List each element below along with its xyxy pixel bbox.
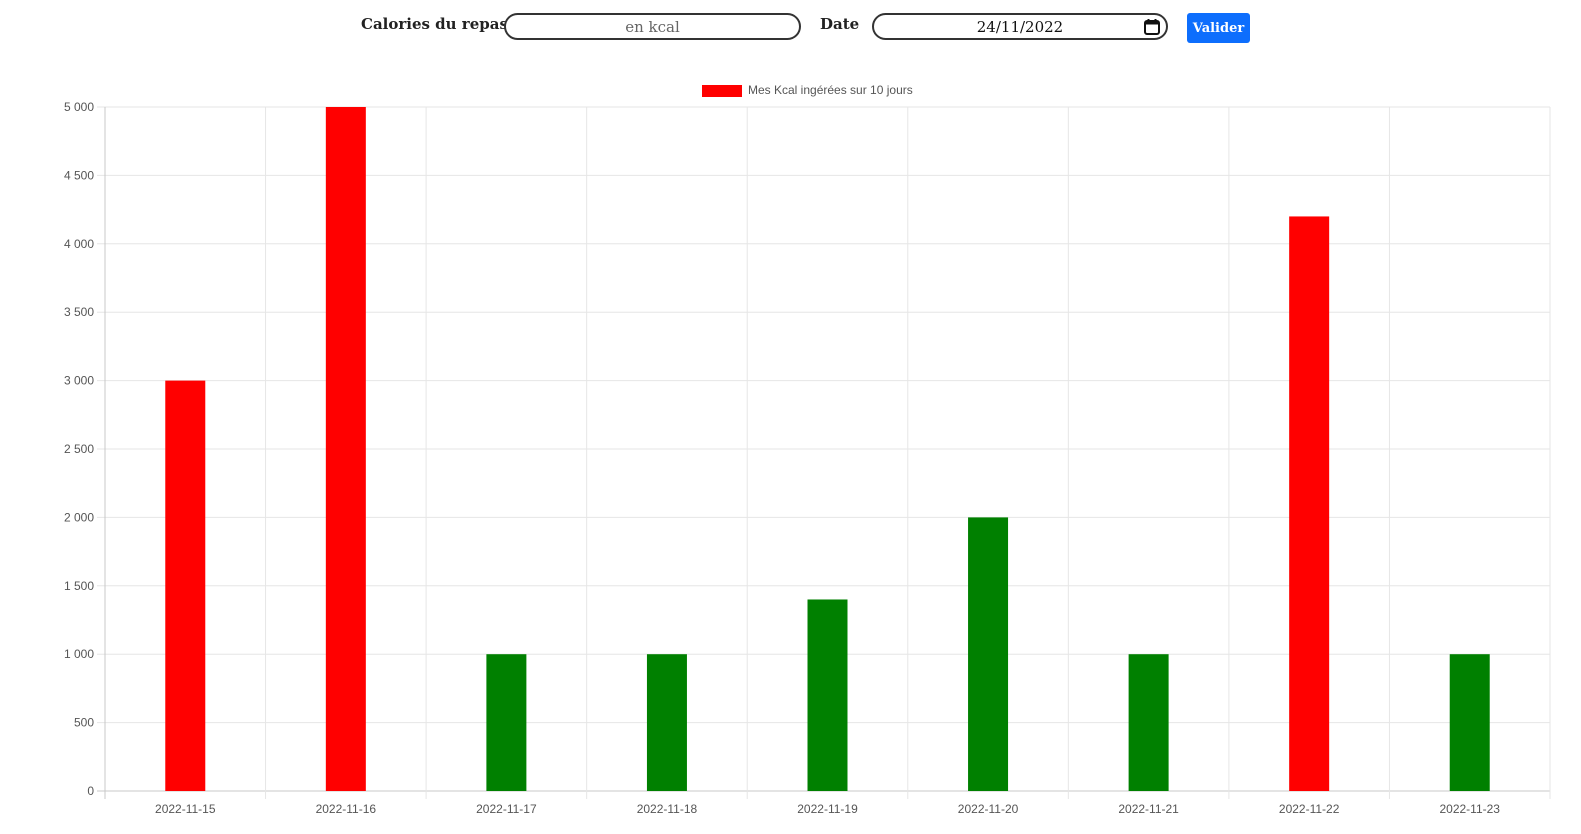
y-tick-label: 1 000: [64, 647, 94, 661]
y-tick-label: 2 000: [64, 510, 94, 524]
y-tick-label: 0: [87, 784, 94, 798]
y-tick-label: 1 500: [64, 579, 94, 593]
chart-legend[interactable]: Mes Kcal ingérées sur 10 jours: [702, 83, 913, 97]
x-tick-label: 2022-11-19: [797, 802, 858, 816]
submit-button[interactable]: Valider: [1187, 13, 1250, 43]
x-tick-label: 2022-11-21: [1118, 802, 1179, 816]
calendar-icon[interactable]: [1143, 18, 1161, 36]
date-value: 24/11/2022: [976, 18, 1064, 36]
x-tick-label: 2022-11-22: [1279, 802, 1340, 816]
y-tick-label: 4 500: [64, 168, 94, 182]
chart-axes: 0 500 1 000 1 500 2 000 2 500 3 000 3 500 4 000 4…: [64, 100, 1500, 816]
bar-2022-11-22[interactable]: [1289, 216, 1330, 791]
legend-swatch: [702, 85, 742, 97]
bar-2022-11-23[interactable]: [1449, 654, 1490, 791]
x-tick-label: 2022-11-23: [1439, 802, 1500, 816]
date-label: Date: [820, 15, 860, 33]
meal-form: Calories du repas Date 24/11/2022 Valide…: [0, 0, 1581, 54]
calories-label: Calories du repas: [361, 15, 508, 33]
y-tick-label: 3 000: [64, 374, 94, 388]
calories-input[interactable]: [504, 13, 801, 40]
bar-2022-11-18[interactable]: [646, 654, 687, 791]
legend-label: Mes Kcal ingérées sur 10 jours: [748, 83, 913, 97]
y-tick-label: 5 000: [64, 100, 94, 114]
y-tick-label: 3 500: [64, 305, 94, 319]
kcal-bar-chart: 0 500 1 000 1 500 2 000 2 500 3 000 3 500 4 000 4…: [64, 83, 1551, 816]
x-tick-label: 2022-11-18: [637, 802, 698, 816]
y-tick-label: 2 500: [64, 442, 94, 456]
bar-2022-11-17[interactable]: [486, 654, 527, 791]
x-tick-label: 2022-11-20: [958, 802, 1019, 816]
bar-2022-11-19[interactable]: [807, 599, 848, 791]
y-tick-label: 500: [74, 716, 94, 730]
bar-2022-11-20[interactable]: [968, 517, 1009, 791]
bar-2022-11-16[interactable]: [325, 107, 366, 791]
x-tick-label: 2022-11-17: [476, 802, 537, 816]
date-input[interactable]: 24/11/2022: [872, 13, 1168, 40]
chart-bars: [165, 107, 1490, 791]
x-tick-label: 2022-11-16: [316, 802, 377, 816]
bar-2022-11-15[interactable]: [165, 380, 206, 791]
x-tick-label: 2022-11-15: [155, 802, 216, 816]
y-tick-label: 4 000: [64, 237, 94, 251]
bar-2022-11-21[interactable]: [1128, 654, 1169, 791]
